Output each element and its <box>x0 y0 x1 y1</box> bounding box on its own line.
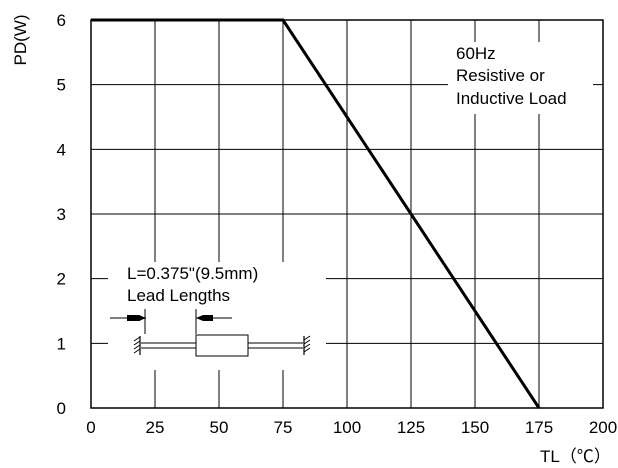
x-tick-label: 150 <box>461 418 489 437</box>
y-tick-label: 5 <box>57 76 66 95</box>
y-tick-labels: 0 1 2 3 4 5 6 <box>57 11 66 418</box>
x-tick-label: 0 <box>86 418 95 437</box>
lead-diagram-icon <box>110 309 311 357</box>
y-tick-label: 6 <box>57 11 66 30</box>
derating-curve <box>91 18 541 409</box>
y-tick-label: 0 <box>57 399 66 418</box>
x-tick-label: 125 <box>397 418 425 437</box>
y-tick-label: 2 <box>57 270 66 289</box>
x-tick-label: 100 <box>333 418 361 437</box>
conditions-line-2: Resistive or <box>456 66 545 85</box>
x-tick-label: 75 <box>274 418 293 437</box>
x-tick-label: 175 <box>525 418 553 437</box>
x-axis-title: TL（℃） <box>540 447 611 466</box>
y-axis-title: PD(W) <box>11 15 30 66</box>
plot-frame <box>90 19 604 409</box>
y-tick-label: 4 <box>57 140 66 159</box>
conditions-label-background <box>448 42 593 114</box>
x-tick-labels: 0 25 50 75 100 125 150 175 200 <box>86 418 617 437</box>
x-tick-label: 50 <box>210 418 229 437</box>
y-tick-label: 1 <box>57 334 66 353</box>
series-layer <box>91 18 541 409</box>
lead-length-label: L=0.375"(9.5mm) <box>127 264 258 283</box>
conditions-line-1: 60Hz <box>456 44 496 63</box>
y-tick-label: 3 <box>57 205 66 224</box>
x-tick-label: 25 <box>146 418 165 437</box>
x-tick-label: 200 <box>589 418 617 437</box>
conditions-line-3: Inductive Load <box>456 89 567 108</box>
lead-length-caption: Lead Lengths <box>127 286 230 305</box>
